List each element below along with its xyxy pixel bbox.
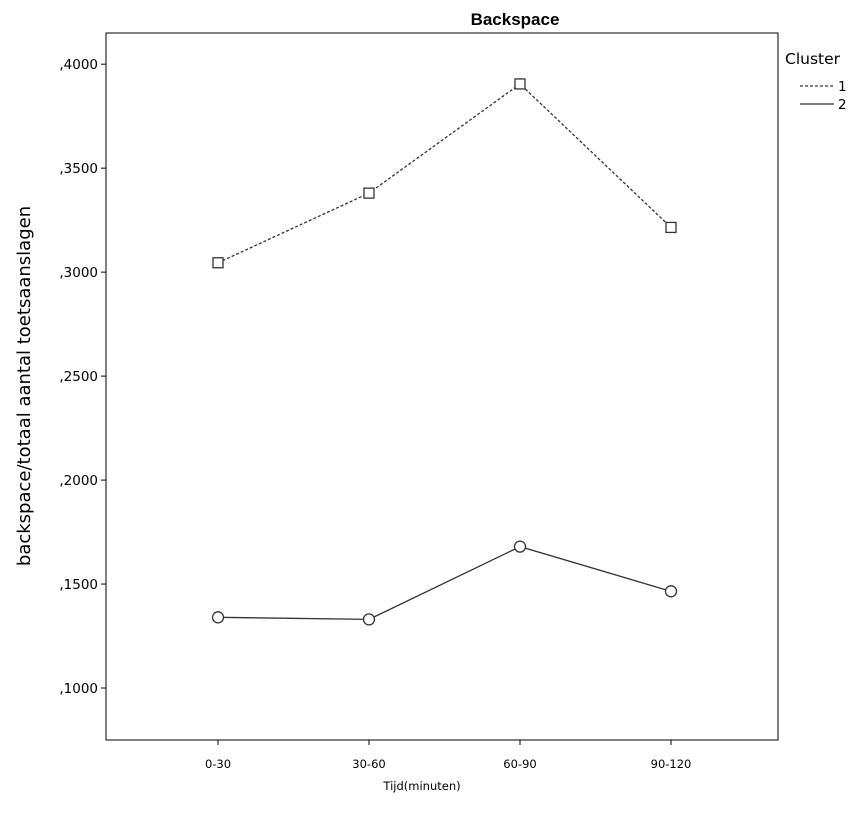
y-tick-label: ,2500 — [59, 369, 98, 385]
x-tick-label: 30-60 — [352, 757, 385, 771]
series-1-point — [212, 257, 224, 269]
y-tick-label: ,3000 — [59, 265, 98, 281]
x-tick-label: 90-120 — [651, 757, 692, 771]
series-2-point — [362, 613, 376, 626]
series-1-line — [217, 83, 672, 264]
plot-frame — [105, 32, 779, 741]
series-1-point — [363, 187, 375, 199]
series-1 — [212, 78, 677, 269]
y-tick-label: ,1000 — [59, 681, 98, 697]
legend: Cluster 1 2 — [785, 50, 847, 113]
x-axis: 0-30 30-60 60-90 90-120 — [205, 740, 691, 771]
legend-label-2: 2 — [838, 97, 847, 113]
y-tick-label: ,4000 — [59, 57, 98, 73]
y-tick-label: ,3500 — [59, 161, 98, 177]
y-axis: ,1000 ,1500 ,2000 ,2500 ,3000 ,3500 ,4000 — [59, 57, 106, 697]
chart-title: Backspace — [471, 10, 560, 29]
series-2-point — [513, 540, 527, 553]
y-tick-label: ,1500 — [59, 577, 98, 593]
legend-label-1: 1 — [838, 79, 847, 95]
series-1-point — [665, 221, 677, 234]
x-tick-label: 60-90 — [503, 757, 536, 771]
series-1-point — [514, 78, 526, 90]
series-layer — [211, 78, 678, 626]
y-axis-label: backspace/totaal aantal toetsaanslagen — [14, 206, 35, 566]
legend-title: Cluster — [785, 50, 841, 68]
series-2-point — [211, 611, 225, 624]
series-2-point — [664, 585, 678, 598]
x-tick-label: 0-30 — [205, 757, 231, 771]
y-tick-label: ,2000 — [59, 473, 98, 489]
x-axis-label: Tijd(minuten) — [382, 779, 460, 793]
series-2 — [211, 540, 678, 626]
series-2-line — [217, 545, 672, 621]
